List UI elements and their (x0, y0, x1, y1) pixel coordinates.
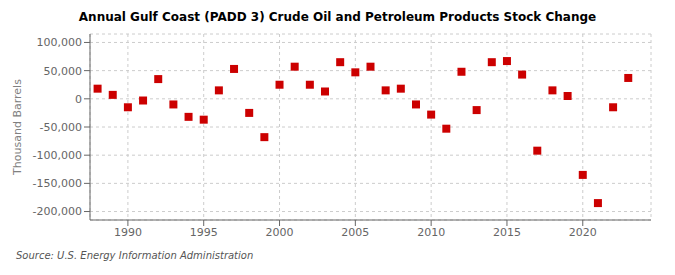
html-text:Annual Gulf Coast (PADD 3) Cru: Annual Gulf Coast (PADD 3) Crude Oil and… (78, 10, 597, 24)
html-text:Source: U.S. Energy Informatio: Source: U.S. Energy Information Administ… (16, 250, 254, 261)
svg-text:1995: 1995 (190, 226, 218, 239)
svg-text:2010: 2010 (417, 226, 445, 239)
svg-text:-50,000: -50,000 (40, 121, 82, 134)
svg-text:2005: 2005 (341, 226, 369, 239)
svg-text:50,000: 50,000 (44, 65, 83, 78)
svg-text:100,000: 100,000 (37, 36, 83, 49)
svg-text:2000: 2000 (266, 226, 294, 239)
svg-text:-150,000: -150,000 (33, 177, 82, 190)
svg-text:1990: 1990 (114, 226, 142, 239)
svg-text:2020: 2020 (569, 226, 597, 239)
svg-text:-200,000: -200,000 (33, 205, 82, 218)
svg-text:2015: 2015 (493, 226, 521, 239)
svg-text:-100,000: -100,000 (33, 149, 82, 162)
svg-text:Thousand Barrels: Thousand Barrels (11, 79, 24, 176)
svg-text:0: 0 (75, 93, 82, 106)
